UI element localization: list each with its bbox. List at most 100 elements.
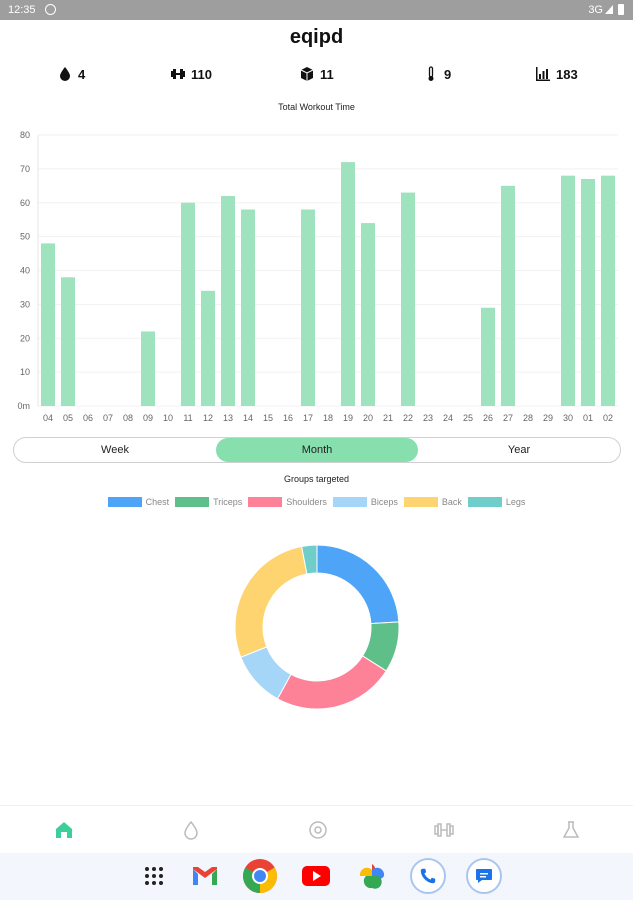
bar-11 (181, 202, 195, 406)
legend-item-chest[interactable]: Chest (107, 497, 170, 507)
nav-lab[interactable] (560, 819, 582, 841)
legend-label: Shoulders (286, 497, 327, 507)
x-tick-label: 04 (43, 413, 53, 423)
x-tick-label: 07 (103, 413, 113, 423)
bar-chart-icon (536, 67, 550, 81)
stat-equipment: 11 (299, 66, 334, 82)
x-tick-label: 02 (603, 413, 613, 423)
x-tick-label: 01 (583, 413, 593, 423)
nav-workouts[interactable] (433, 819, 455, 841)
slice-legs (301, 545, 318, 575)
legend-item-back[interactable]: Back (403, 497, 462, 507)
bar-27 (501, 185, 515, 406)
stat-value: 110 (191, 66, 212, 82)
flask-icon (562, 821, 580, 838)
gmail-icon (193, 867, 217, 885)
x-tick-label: 08 (123, 413, 133, 423)
legend-item-shoulders[interactable]: Shoulders (248, 497, 327, 507)
bar-05 (61, 277, 75, 406)
stat-value: 4 (78, 66, 86, 82)
donut-title: Groups targeted (283, 474, 350, 484)
network-type: 3G (588, 4, 603, 16)
photos-app[interactable] (354, 858, 390, 894)
home-icon (56, 822, 72, 838)
bar-22 (401, 192, 415, 406)
legend-label: Biceps (370, 497, 398, 507)
app-title: eqipd (289, 26, 344, 48)
stat-value: 11 (320, 66, 334, 82)
x-tick-label: 09 (143, 413, 153, 423)
legend-item-biceps[interactable]: Biceps (332, 497, 398, 507)
bar-30 (561, 175, 575, 406)
app-grid-icon (145, 867, 163, 885)
system-dock (0, 853, 633, 900)
y-tick-label: 30 (20, 299, 30, 309)
target-icon (309, 821, 327, 839)
bar-14 (241, 209, 255, 406)
thermometer-icon (428, 66, 434, 81)
y-tick-label: 40 (20, 266, 30, 276)
bar-20 (361, 223, 375, 406)
x-tick-label: 25 (463, 413, 473, 423)
y-tick-label: 80 (20, 130, 30, 140)
x-tick-label: 15 (263, 413, 273, 423)
legend-swatch (467, 497, 502, 507)
drop-icon (184, 820, 198, 840)
x-tick-label: 22 (403, 413, 413, 423)
youtube-app[interactable] (298, 858, 334, 894)
x-tick-label: 29 (543, 413, 553, 423)
legend-label: Chest (145, 497, 170, 507)
bar-17 (301, 209, 315, 406)
y-tick-label: 70 (20, 164, 30, 174)
bottom-navigation (0, 805, 633, 853)
messages-app[interactable] (466, 858, 502, 894)
bar-04 (41, 243, 55, 406)
app-drawer[interactable] (136, 858, 172, 894)
notification-icon (45, 4, 56, 15)
youtube-icon (302, 866, 330, 886)
signal-icon (605, 5, 613, 14)
legend-label: Legs (505, 497, 526, 507)
slice-chest (316, 545, 399, 625)
dumbbell-icon (171, 69, 185, 79)
x-tick-label: 30 (563, 413, 573, 423)
bar-19 (341, 162, 355, 406)
tab-week[interactable]: Week (101, 444, 129, 456)
x-tick-label: 18 (323, 413, 333, 423)
legend-label: Back (441, 497, 462, 507)
chrome-app[interactable] (242, 858, 278, 894)
legend-item-triceps[interactable]: Triceps (175, 497, 242, 507)
tab-month[interactable]: Month (216, 438, 418, 462)
nav-hydration[interactable] (180, 819, 202, 841)
period-selector: Week Month Year (13, 437, 621, 463)
dumbbell-icon (434, 823, 454, 837)
nav-goals[interactable] (307, 819, 329, 841)
photos-icon (359, 864, 385, 889)
nav-home[interactable] (53, 819, 75, 841)
y-tick-label: 60 (20, 198, 30, 208)
y-tick-label: 20 (20, 333, 30, 343)
legend-swatch (107, 497, 142, 507)
x-tick-label: 21 (383, 413, 393, 423)
x-tick-label: 14 (243, 413, 253, 423)
x-tick-label: 20 (363, 413, 373, 423)
tab-year[interactable]: Year (507, 444, 531, 456)
stat-temperature: 9 (423, 66, 451, 82)
cube-icon (300, 67, 314, 81)
donut-legend: Chest Triceps Shoulders Biceps Back Legs (0, 497, 633, 507)
stat-drops: 4 (57, 66, 85, 82)
messages-icon (476, 869, 492, 883)
legend-swatch (403, 497, 438, 507)
stat-progress: 183 (535, 66, 578, 82)
phone-app[interactable] (410, 858, 446, 894)
stat-exercises: 110 (170, 66, 212, 82)
bar-09 (141, 331, 155, 406)
gmail-app[interactable] (187, 858, 223, 894)
battery-icon (618, 4, 624, 15)
legend-label: Triceps (213, 497, 243, 507)
x-tick-label: 19 (343, 413, 353, 423)
drop-icon (60, 67, 70, 81)
x-tick-label: 16 (283, 413, 293, 423)
legend-item-legs[interactable]: Legs (467, 497, 526, 507)
bar-12 (201, 290, 215, 406)
